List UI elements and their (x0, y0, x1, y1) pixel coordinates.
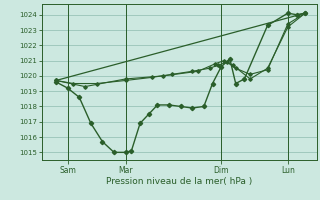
X-axis label: Pression niveau de la mer( hPa ): Pression niveau de la mer( hPa ) (106, 177, 252, 186)
